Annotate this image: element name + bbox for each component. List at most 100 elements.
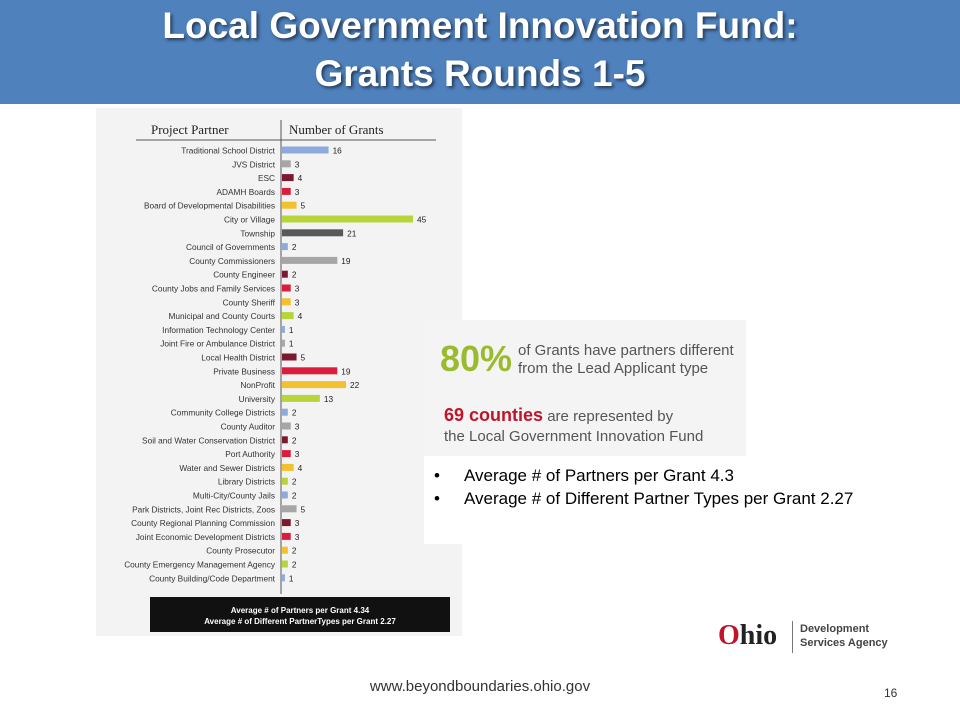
bar [282, 325, 285, 333]
bar [282, 546, 288, 554]
footer-url: www.beyondboundaries.ohio.gov [369, 678, 591, 695]
category-label: County Commissioners [189, 256, 275, 266]
title-bar: Local Government Innovation Fund: Grants… [0, 0, 960, 104]
bullet-item: • Average # of Partners per Grant 4.3 [434, 464, 854, 487]
bar [282, 339, 285, 347]
bar-value-label: 3 [295, 159, 300, 169]
category-label: JVS District [232, 159, 276, 169]
agency-name-line2: Services Agency [800, 637, 888, 649]
bar [282, 463, 294, 471]
bar-value-label: 5 [301, 504, 306, 514]
bar [282, 532, 291, 540]
category-label: Local Health District [201, 353, 275, 363]
category-label: County Emergency Management Agency [124, 560, 276, 570]
bar [282, 243, 288, 251]
category-label: Joint Fire or Ambulance District [160, 339, 276, 349]
bar [282, 284, 291, 292]
bar [282, 394, 320, 402]
category-label: Community College Districts [171, 408, 275, 418]
bar-value-label: 3 [295, 532, 300, 542]
ohio-wordmark: Ohio [718, 618, 777, 654]
category-label: Information Technology Center [162, 325, 275, 335]
bar-value-label: 21 [347, 228, 357, 238]
bar [282, 215, 413, 223]
bar-value-label: 1 [289, 573, 294, 583]
bar-value-label: 2 [292, 435, 297, 445]
bar-value-label: 3 [295, 284, 300, 294]
bullet-text: Average # of Different Partner Types per… [464, 489, 854, 508]
agency-name-line1: Development [800, 623, 870, 635]
bar-value-label: 2 [292, 491, 297, 501]
bar-value-label: 2 [292, 408, 297, 418]
percent-description-line1: of Grants have partners different [518, 342, 734, 359]
bar-value-label: 1 [289, 339, 294, 349]
bar [282, 174, 294, 182]
bar-value-label: 4 [298, 173, 303, 183]
category-label: County Engineer [213, 270, 275, 280]
bullet-text: Average # of Partners per Grant 4.3 [464, 466, 734, 485]
chart-footer-box: Average # of Partners per Grant 4.34 Ave… [150, 597, 450, 632]
bar-value-label: 3 [295, 187, 300, 197]
grants-bar-chart-panel: Project Partner Number of Grants Tradition… [96, 108, 462, 636]
bar-value-label: 3 [295, 518, 300, 528]
bar [282, 229, 344, 237]
bar [282, 367, 338, 375]
bar-value-label: 2 [292, 477, 297, 487]
category-label: County Auditor [221, 422, 276, 432]
bar-value-label: 19 [341, 366, 351, 376]
category-label: NonProfit [240, 380, 275, 390]
bullet-list: • Average # of Partners per Grant 4.3 • Av… [434, 464, 854, 510]
category-label: Water and Sewer Districts [179, 463, 275, 473]
bar [282, 519, 291, 527]
bar-value-label: 2 [292, 270, 297, 280]
chart-footer-line2: Average # of Different PartnerTypes per … [204, 617, 396, 626]
bar-value-label: 4 [298, 463, 303, 473]
category-label: Council of Governments [186, 242, 275, 252]
bar [282, 574, 285, 582]
bar [282, 146, 329, 154]
column-header-grants: Number of Grants [289, 122, 384, 137]
ohio-development-logo: Ohio Development Services Agency [718, 618, 898, 658]
counties-line: 69 counties are represented by [444, 406, 673, 426]
bar [282, 408, 288, 416]
category-label: City or Village [224, 215, 275, 225]
grants-bar-chart: Project Partner Number of Grants Tradition… [124, 120, 436, 594]
category-label: Multi-City/County Jails [193, 491, 275, 501]
bar [282, 187, 291, 195]
category-label: County Jobs and Family Services [152, 284, 275, 294]
category-label: Board of Developmental Disabilities [144, 201, 275, 211]
bar-value-label: 3 [295, 297, 300, 307]
category-label: Port Authority [225, 449, 276, 459]
category-label: Private Business [213, 366, 275, 376]
bar [282, 381, 347, 389]
slide-title: Local Government Innovation Fund: Grants… [0, 2, 960, 98]
bar-value-label: 19 [341, 256, 351, 266]
bar-value-label: 2 [292, 560, 297, 570]
bar [282, 312, 294, 320]
percent-description: of Grants have partners different from t… [518, 342, 744, 378]
category-label: Township [240, 228, 275, 238]
category-label: County Sheriff [223, 297, 276, 307]
percent-value: 80% [440, 338, 513, 379]
stats-callout: 80% of Grants have partners different fr… [424, 320, 746, 456]
bullet-list-box: • Average # of Partners per Grant 4.3 • Av… [424, 456, 864, 544]
chart-footer-line1: Average # of Partners per Grant 4.34 [230, 606, 370, 615]
bar-value-label: 16 [333, 146, 343, 156]
bar [282, 450, 291, 458]
bar-value-label: 5 [301, 353, 306, 363]
counties-text-line2: the Local Government Innovation Fund [444, 428, 704, 445]
bar [282, 270, 288, 278]
bar-value-label: 3 [295, 449, 300, 459]
bar-value-label: 13 [324, 394, 334, 404]
counties-value: 69 counties [444, 405, 544, 425]
bar-value-label: 2 [292, 546, 297, 556]
slide-title-line1: Local Government Innovation Fund: [162, 5, 798, 46]
category-label: University [239, 394, 276, 404]
bar-value-label: 45 [417, 215, 427, 225]
bar-value-label: 4 [298, 311, 303, 321]
category-label: Traditional School District [181, 146, 275, 156]
bar [282, 201, 297, 209]
bar [282, 436, 288, 444]
category-label: Municipal and County Courts [168, 311, 275, 321]
bar [282, 560, 288, 568]
